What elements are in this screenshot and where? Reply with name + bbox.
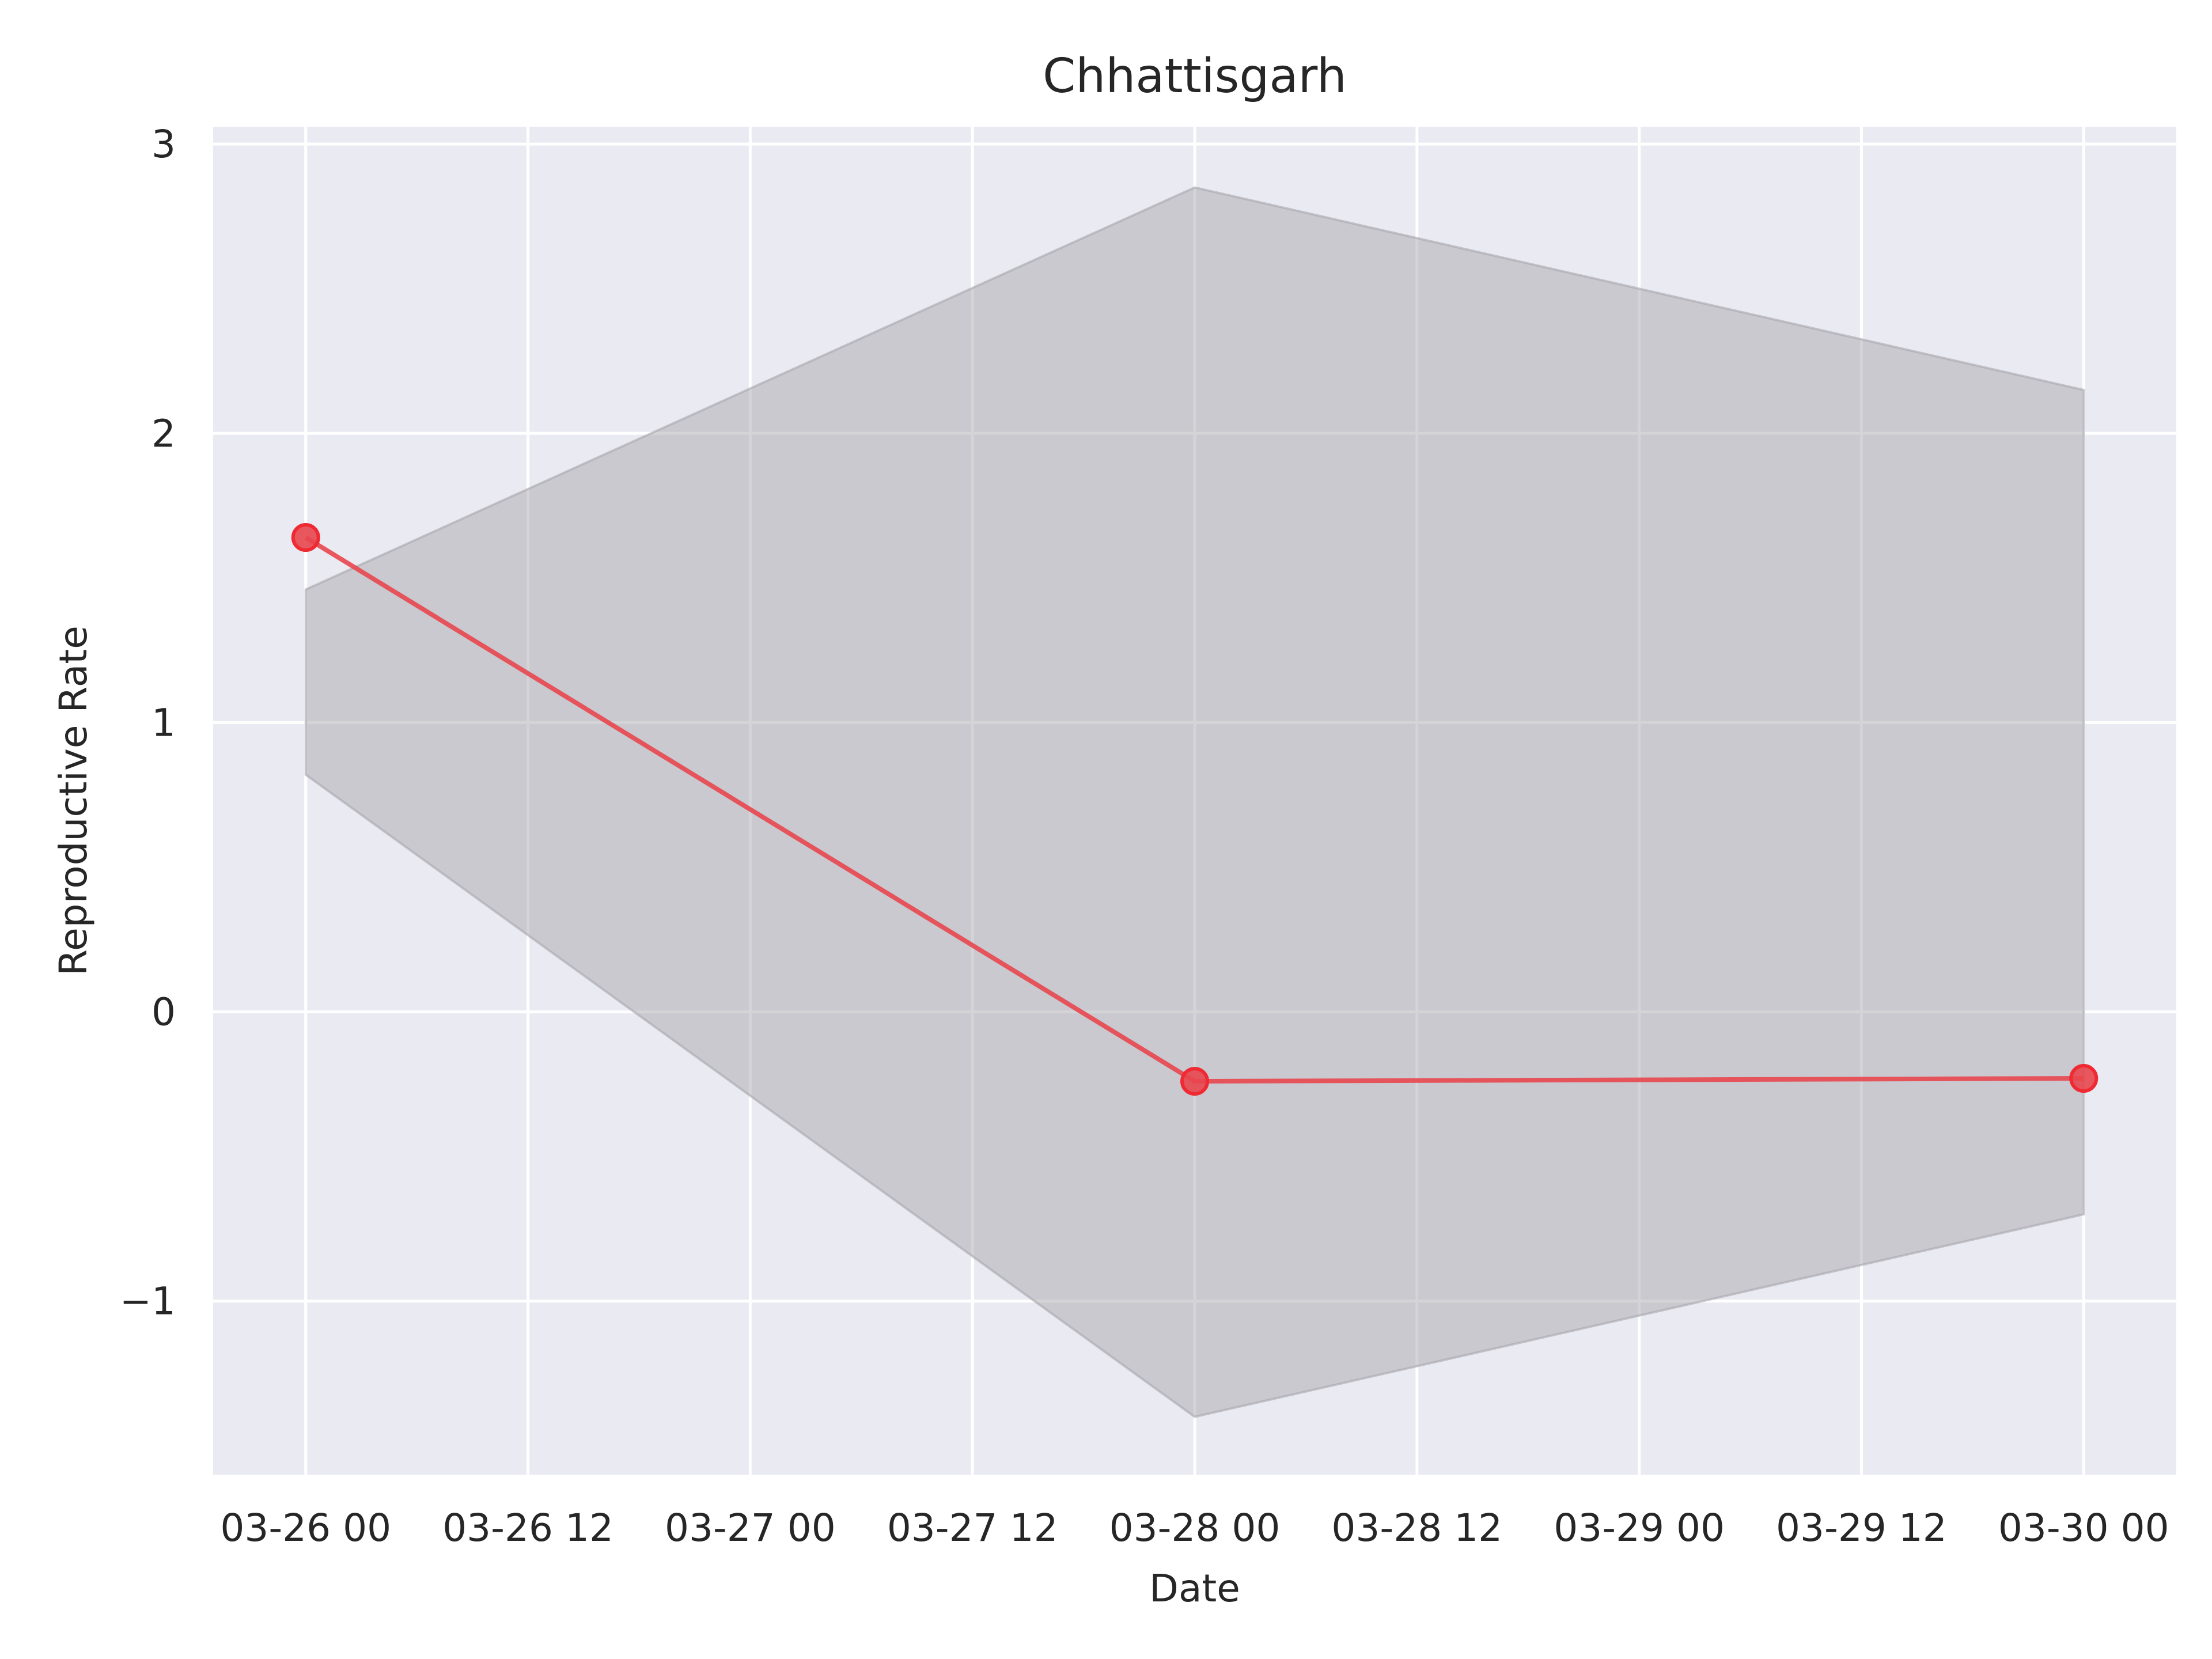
y-tick-label: 0 <box>151 990 176 1035</box>
x-tick-label: 03-27 00 <box>665 1506 836 1550</box>
y-tick-label: 3 <box>151 122 176 166</box>
data-point <box>1180 1067 1209 1096</box>
y-tick-label: −1 <box>120 1279 176 1324</box>
x-tick-label: 03-30 00 <box>1998 1506 2169 1550</box>
x-tick-label: 03-28 00 <box>1109 1506 1281 1550</box>
x-tick-label: 03-26 12 <box>442 1506 613 1550</box>
y-tick-labels: −1 0 1 2 3 <box>120 122 176 1324</box>
data-point <box>291 523 320 552</box>
x-tick-label: 03-27 12 <box>887 1506 1058 1550</box>
confidence-band <box>304 186 2085 1418</box>
x-axis-label: Date <box>1149 1566 1240 1611</box>
y-axis-label: Reproductive Rate <box>51 626 96 976</box>
data-point <box>2069 1064 2099 1093</box>
x-tick-label: 03-29 00 <box>1554 1506 1725 1550</box>
x-tick-label: 03-28 12 <box>1331 1506 1502 1550</box>
x-tick-label: 03-26 00 <box>220 1506 391 1550</box>
confidence-bands <box>304 186 2085 1418</box>
y-tick-label: 2 <box>151 411 176 456</box>
chart-title: Chhattisgarh <box>1043 49 1347 104</box>
x-tick-labels: 03-26 00 03-26 12 03-27 00 03-27 12 03-28 00… <box>220 1506 2169 1550</box>
x-tick-label: 03-29 12 <box>1776 1506 1947 1550</box>
y-tick-label: 1 <box>151 700 176 745</box>
series-points <box>291 523 2099 1096</box>
